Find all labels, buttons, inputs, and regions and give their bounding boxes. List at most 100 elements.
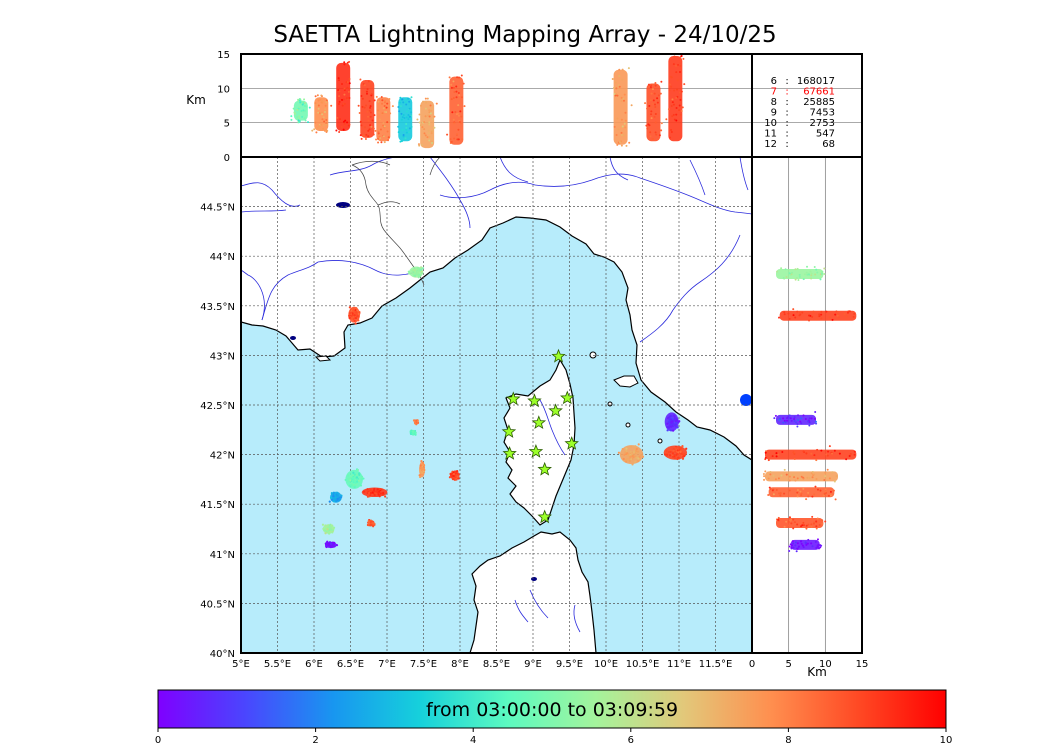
lightning-source bbox=[405, 131, 408, 134]
lightning-source bbox=[418, 270, 421, 273]
lightning-source bbox=[620, 100, 623, 103]
lightning-source bbox=[652, 99, 655, 102]
side-band bbox=[767, 485, 837, 501]
lightning-source bbox=[794, 316, 797, 319]
lightning-source bbox=[359, 120, 362, 123]
lightning-source bbox=[646, 107, 649, 110]
lightning-source bbox=[459, 110, 462, 113]
lightning-source bbox=[675, 107, 678, 110]
lightning-source bbox=[829, 490, 832, 493]
lightning-source bbox=[354, 479, 357, 483]
lightning-source bbox=[653, 115, 656, 118]
lightning-source bbox=[367, 115, 370, 118]
lightning-source bbox=[415, 419, 418, 422]
lightning-source bbox=[666, 422, 669, 425]
lightning-source bbox=[400, 140, 403, 143]
lightning-source bbox=[367, 519, 370, 523]
lightning-source bbox=[785, 276, 788, 279]
lightning-source bbox=[351, 476, 355, 480]
lightning-source bbox=[811, 515, 814, 518]
lightning-source bbox=[658, 134, 661, 137]
lightning-source bbox=[338, 103, 341, 106]
lightning-source bbox=[405, 110, 408, 113]
lightning-source bbox=[624, 451, 627, 454]
lightning-source bbox=[810, 525, 813, 528]
lightning-source bbox=[455, 90, 458, 93]
lightning-source bbox=[366, 110, 369, 113]
lightning-source bbox=[783, 311, 786, 314]
lightning-source bbox=[314, 95, 317, 98]
lightning-source bbox=[789, 543, 792, 546]
lightning-source bbox=[799, 420, 802, 423]
lightning-source bbox=[344, 119, 347, 122]
lightning-source bbox=[355, 473, 359, 476]
lightning-source bbox=[460, 115, 463, 118]
lightning-source bbox=[815, 459, 818, 462]
lightning-source bbox=[325, 123, 328, 126]
lightning-source bbox=[455, 113, 458, 116]
lightning-source bbox=[375, 492, 378, 495]
lightning-source bbox=[323, 129, 326, 132]
lightning-source bbox=[450, 98, 453, 101]
lightning-source bbox=[796, 495, 799, 498]
lightning-source bbox=[821, 270, 824, 273]
lightning-source bbox=[675, 419, 678, 423]
lightning-source bbox=[622, 97, 625, 100]
lightning-source bbox=[826, 468, 829, 471]
lightning-source bbox=[820, 272, 823, 275]
altitude-column bbox=[611, 67, 633, 147]
lightning-source bbox=[377, 493, 380, 496]
lightning-source bbox=[314, 121, 317, 124]
lightning-source bbox=[460, 74, 463, 77]
lightning-source bbox=[378, 490, 381, 493]
lightning-source bbox=[794, 479, 797, 482]
lightning-source bbox=[824, 488, 827, 491]
lightning-source bbox=[653, 103, 656, 106]
lightning-source bbox=[803, 273, 806, 276]
lightning-source bbox=[636, 450, 640, 453]
lightning-source bbox=[450, 86, 453, 89]
lightning-source bbox=[838, 452, 841, 455]
lightning-source bbox=[821, 522, 824, 525]
lightning-source bbox=[331, 529, 334, 532]
lightning-source bbox=[783, 492, 786, 495]
lightning-source bbox=[429, 104, 432, 107]
longitude-tick-label: 8.5°E bbox=[483, 659, 510, 670]
lightning-source bbox=[781, 451, 784, 454]
storm-cell bbox=[366, 519, 376, 528]
lightning-source bbox=[300, 110, 303, 113]
lightning-source bbox=[796, 267, 799, 270]
lightning-source bbox=[763, 475, 766, 478]
lightning-source bbox=[296, 116, 299, 119]
lightning-source bbox=[678, 71, 681, 74]
lightning-source bbox=[679, 58, 682, 61]
lightning-source bbox=[336, 492, 339, 495]
corsica-island bbox=[503, 358, 576, 526]
lightning-source bbox=[630, 104, 633, 107]
lightning-source bbox=[641, 455, 645, 458]
station-marker-icon bbox=[501, 424, 517, 438]
lightning-source bbox=[788, 414, 791, 417]
lake-berre bbox=[290, 336, 296, 340]
lightning-source bbox=[790, 546, 793, 549]
lightning-source bbox=[782, 421, 785, 424]
station-number: 7 bbox=[771, 87, 777, 98]
colorbar-tick-label: 2 bbox=[312, 735, 318, 746]
lightning-source bbox=[805, 452, 808, 455]
lightning-source bbox=[835, 310, 838, 313]
lightning-source bbox=[347, 90, 350, 93]
lightning-source bbox=[623, 122, 626, 125]
altitude-column bbox=[416, 97, 438, 149]
lightning-source bbox=[317, 99, 320, 102]
lightning-source bbox=[635, 447, 638, 451]
lightning-source bbox=[382, 493, 385, 496]
longitude-tick-label: 7°E bbox=[378, 659, 396, 670]
lightning-source bbox=[812, 455, 815, 458]
lightning-source bbox=[777, 453, 780, 456]
lightning-source bbox=[681, 457, 685, 460]
station-number: 9 bbox=[771, 108, 777, 119]
lightning-source bbox=[369, 124, 372, 127]
map-panel: 5°E 5.5°E 6°E 6.5°E 7°E 7.5°E 8°E 8.5°E 9°E 9.5°E… bbox=[200, 157, 752, 670]
lightning-source bbox=[423, 121, 426, 124]
lightning-source bbox=[818, 315, 821, 318]
